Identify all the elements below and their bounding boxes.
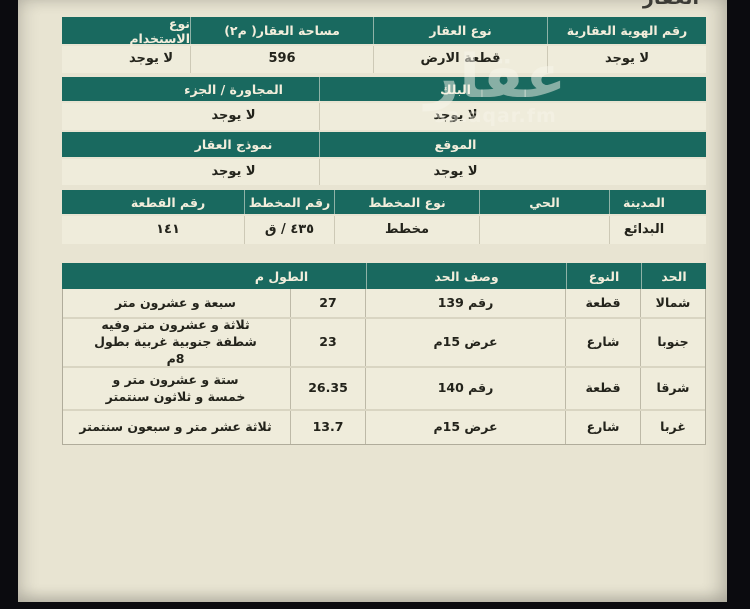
cell-length-text: سبعة و عشرون متر <box>115 294 236 310</box>
cell-side: جنوبا <box>640 319 705 366</box>
section-city-value-row: البدائع مخطط ٤٣٥ / ق ١٤١ <box>62 216 706 244</box>
cell-length-number: 26.35 <box>290 368 365 409</box>
label-property-area: مساحة العقار( م٢) <box>190 17 373 44</box>
cell-side: غربا <box>640 411 705 444</box>
value-plan-number: ٤٣٥ / ق <box>244 216 334 244</box>
document-page: العقار عقار sa.aqar.fm رقم الهوية العقار… <box>18 0 727 602</box>
value-plan-type: مخطط <box>334 216 479 244</box>
section-property: رقم الهوية العقارية نوع العقار مساحة الع… <box>62 15 706 73</box>
value-city: البدائع <box>609 216 706 244</box>
section-location-value-row: لا يوجد لا يوجد <box>62 159 706 185</box>
label-plan-type: نوع المخطط <box>334 190 479 214</box>
table-row-east: شرقا قطعة رقم 140 26.35 ستة و عشرون متر … <box>63 366 705 409</box>
value-district <box>479 216 609 244</box>
section-block-value-row: لا يوجد لا يوجد <box>62 103 706 130</box>
label-property-type: نوع العقار <box>373 17 547 44</box>
cell-length-text: ثلاثة و عشرون متر وفيه شطفة جنوبية غربية… <box>94 317 257 366</box>
section-property-value-row: لا يوجد قطعة الارض 596 لا يوجد <box>62 46 706 73</box>
cell-length-number: 23 <box>290 319 365 366</box>
value-property-id: لا يوجد <box>547 46 706 73</box>
table-row-north: شمالا قطعة رقم 139 27 سبعة و عشرون متر <box>63 289 705 317</box>
label-boundary: الحد <box>641 263 706 289</box>
section-property-header-row: رقم الهوية العقارية نوع العقار مساحة الع… <box>62 15 706 46</box>
boundaries-header-row: الحد النوع وصف الحد الطول م <box>62 263 706 289</box>
label-usage-type: نوع الاستخدام <box>129 15 190 46</box>
cell-desc: رقم 140 <box>365 368 565 409</box>
label-city: المدينة <box>609 190 706 214</box>
cell-type: قطعة <box>565 289 640 317</box>
label-adjacency-part: المجاورة / الجزء <box>184 81 283 97</box>
value-property-area: 596 <box>190 46 373 73</box>
value-property-type: قطعة الارض <box>373 46 547 73</box>
boundaries-table: الحد النوع وصف الحد الطول م شمالا قطعة ر… <box>62 263 706 445</box>
label-length-m: الطول م <box>254 268 309 284</box>
value-location: لا يوجد <box>319 159 706 185</box>
cell-length-number: 27 <box>290 289 365 317</box>
cell-desc: رقم 139 <box>365 289 565 317</box>
section-block: البلك المجاورة / الجزء لا يوجد لا يوجد <box>62 77 706 130</box>
cell-type: شارع <box>565 319 640 366</box>
label-district: الحي <box>479 190 609 214</box>
cell-length-number: 13.7 <box>290 411 365 444</box>
cell-desc: عرض 15م <box>365 319 565 366</box>
value-plot-number: ١٤١ <box>156 221 180 237</box>
value-block: لا يوجد <box>319 103 706 130</box>
label-plan-number: رقم المخطط <box>244 190 334 214</box>
label-location: الموقع <box>319 132 706 157</box>
label-boundary-type: النوع <box>566 263 641 289</box>
label-boundary-desc: وصف الحد <box>366 263 566 289</box>
cell-side: شرقا <box>640 368 705 409</box>
cell-length-text: ستة و عشرون متر و خمسة و ثلاثون سنتمتر <box>105 371 246 404</box>
section-city: المدينة الحي نوع المخطط رقم المخطط رقم ا… <box>62 190 706 244</box>
section-city-header-row: المدينة الحي نوع المخطط رقم المخطط رقم ا… <box>62 190 706 214</box>
label-plot-number: رقم القطعة <box>130 194 206 210</box>
section-location-header-row: الموقع نموذج العقار <box>62 132 706 157</box>
cell-type: قطعة <box>565 368 640 409</box>
boundaries-rows: شمالا قطعة رقم 139 27 سبعة و عشرون متر ج… <box>62 289 706 445</box>
section-block-header-row: البلك المجاورة / الجزء <box>62 77 706 101</box>
page-title: العقار <box>643 0 699 9</box>
table-row-south: جنوبا شارع عرض 15م 23 ثلاثة و عشرون متر … <box>63 317 705 366</box>
label-property-model: نموذج العقار <box>194 137 273 152</box>
cell-side: شمالا <box>640 289 705 317</box>
cell-type: شارع <box>565 411 640 444</box>
label-property-id: رقم الهوية العقارية <box>547 17 706 44</box>
value-property-model: لا يوجد <box>211 163 256 179</box>
value-usage-type: لا يوجد <box>128 51 174 67</box>
table-row-west: غربا شارع عرض 15م 13.7 ثلاثة عشر متر و س… <box>63 409 705 444</box>
cell-length-text: ثلاثة عشر متر و سبعون سنتمتر <box>79 419 272 435</box>
label-block: البلك <box>319 77 706 101</box>
cell-desc: عرض 15م <box>365 411 565 444</box>
section-location: الموقع نموذج العقار لا يوجد لا يوجد <box>62 132 706 185</box>
value-adjacency-part: لا يوجد <box>211 108 256 124</box>
